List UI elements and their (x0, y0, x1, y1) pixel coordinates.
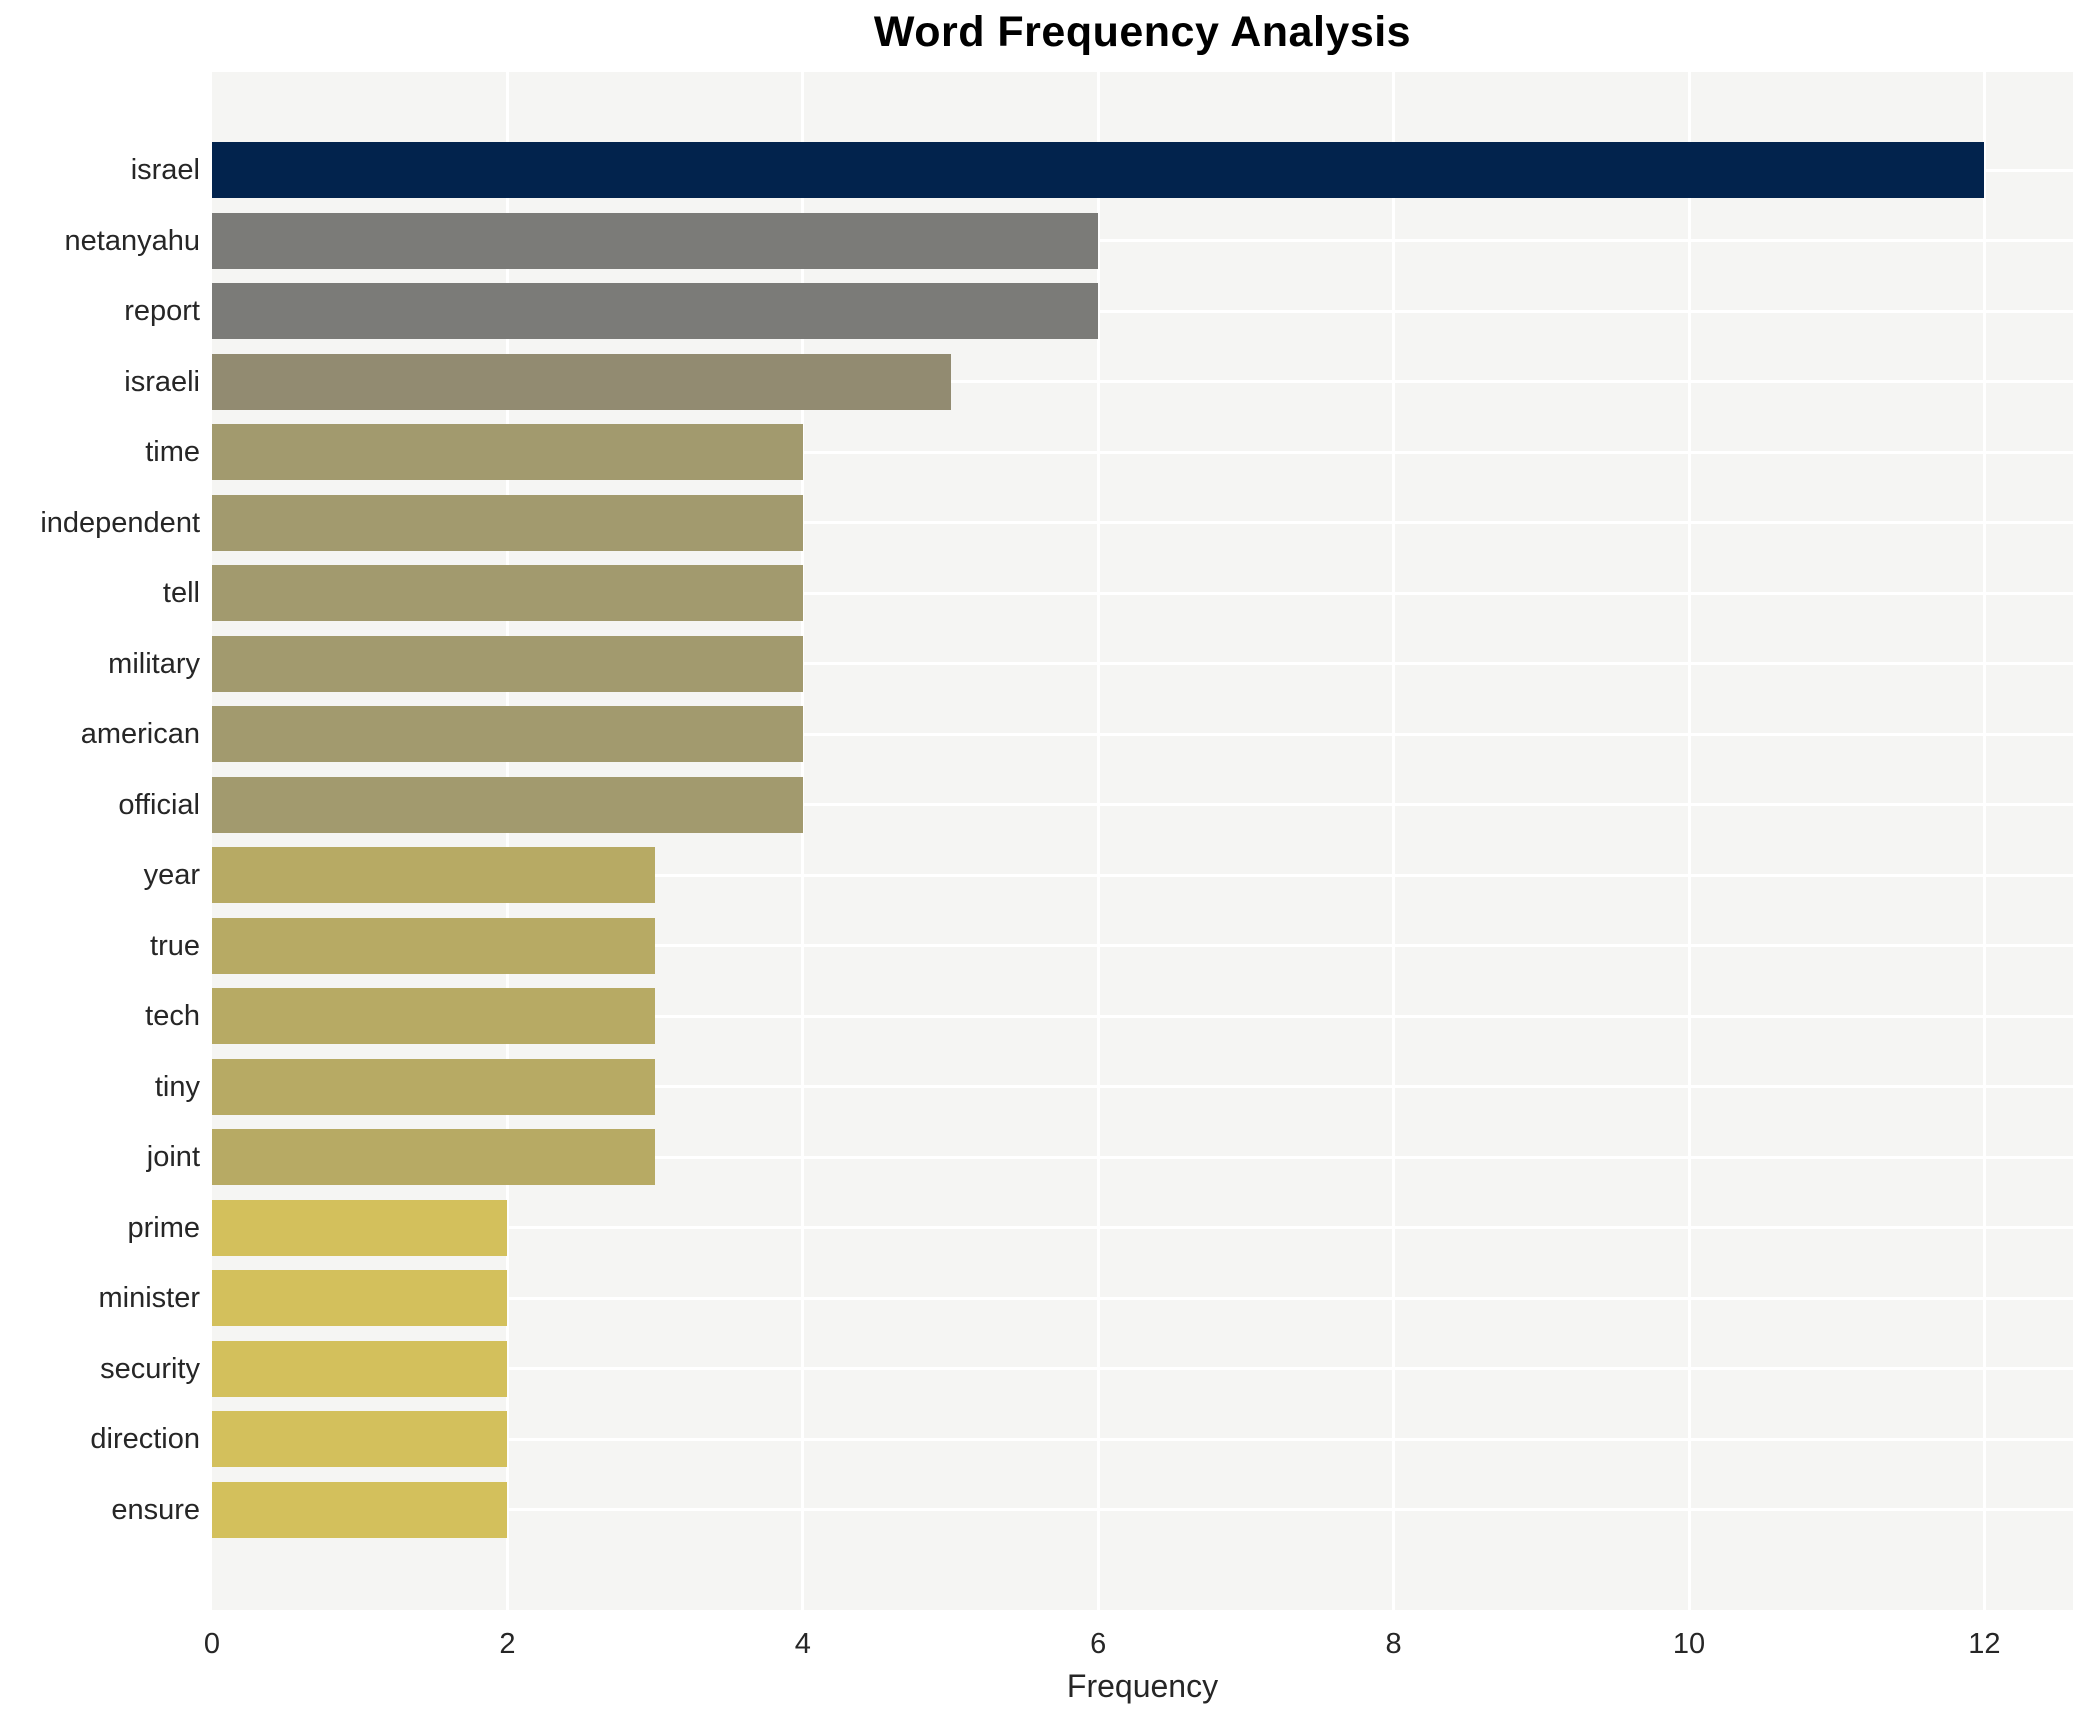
x-tick-label-10: 10 (1672, 1628, 1706, 1660)
bar-ensure (212, 1481, 508, 1538)
category-label-israel: israel (130, 154, 200, 186)
category-label-time: time (145, 436, 200, 468)
bar-israel (212, 142, 1985, 198)
category-label-year: year (143, 859, 200, 891)
bar-military (212, 635, 803, 692)
h-gridline (212, 450, 2073, 454)
category-label-security: security (100, 1352, 200, 1385)
bar-minister (212, 1270, 508, 1326)
category-label-ensure: ensure (111, 1493, 200, 1526)
x-tick-label-2: 2 (499, 1628, 516, 1660)
category-label-true: true (150, 929, 200, 962)
category-label-official: official (118, 788, 200, 821)
bar-netanyahu (212, 212, 1099, 269)
h-gridline (212, 732, 2073, 736)
category-label-tell: tell (162, 577, 200, 609)
x-tick-label-4: 4 (794, 1628, 811, 1660)
x-tick-label-8: 8 (1385, 1628, 1402, 1660)
x-tick-label-12: 12 (1968, 1628, 2001, 1660)
bar-israeli (212, 353, 951, 410)
v-gridline (505, 72, 509, 1610)
category-label-direction: direction (90, 1423, 200, 1455)
x-axis-title: Frequency (1066, 1668, 1219, 1704)
h-gridline (212, 803, 2073, 806)
h-gridline (212, 1155, 2073, 1159)
bar-american (212, 706, 803, 762)
category-label-tiny: tiny (154, 1070, 200, 1103)
v-gridline (1687, 72, 1691, 1610)
bar-tech (212, 988, 656, 1044)
bar-prime (212, 1199, 508, 1256)
h-gridline (212, 1085, 2073, 1088)
category-label-minister: minister (98, 1282, 200, 1314)
bar-official (212, 776, 803, 833)
h-gridline (212, 1367, 2073, 1370)
h-gridline (212, 1226, 2073, 1229)
bar-year (212, 847, 656, 903)
category-label-netanyahu: netanyahu (64, 224, 200, 257)
category-label-prime: prime (127, 1211, 200, 1244)
category-label-israeli: israeli (124, 365, 200, 398)
h-gridline (212, 380, 2073, 383)
category-label-american: american (80, 718, 200, 750)
chart-title: Word Frequency Analysis (873, 8, 1412, 56)
h-gridline (212, 944, 2073, 947)
v-gridline (1392, 72, 1396, 1610)
bar-time (212, 424, 803, 480)
h-gridline (212, 1014, 2073, 1018)
category-label-independent: independent (40, 506, 200, 539)
x-tick-label-6: 6 (1090, 1628, 1107, 1660)
x-tick-label-0: 0 (203, 1628, 221, 1660)
h-gridline (212, 662, 2073, 665)
v-gridline (1982, 72, 1986, 1610)
plot-area (212, 72, 2073, 1610)
category-label-joint: joint (146, 1141, 200, 1173)
bar-security (212, 1340, 508, 1397)
category-label-tech: tech (145, 1000, 200, 1032)
h-gridline (212, 521, 2073, 524)
category-label-military: military (108, 647, 200, 680)
h-gridline (212, 1296, 2073, 1300)
h-gridline (212, 1437, 2073, 1441)
h-gridline (212, 591, 2073, 595)
v-gridline (801, 72, 805, 1610)
h-gridline (212, 873, 2073, 877)
bar-tell (212, 565, 803, 621)
category-label-report: report (124, 295, 200, 327)
bar-true (212, 917, 656, 974)
bar-direction (212, 1411, 508, 1467)
bar-tiny (212, 1058, 656, 1115)
bar-joint (212, 1129, 656, 1185)
v-gridline (1096, 72, 1100, 1610)
h-gridline (212, 239, 2073, 242)
h-gridline (212, 309, 2073, 313)
bar-report (212, 283, 1099, 339)
h-gridline (212, 1508, 2073, 1511)
bar-independent (212, 494, 803, 551)
